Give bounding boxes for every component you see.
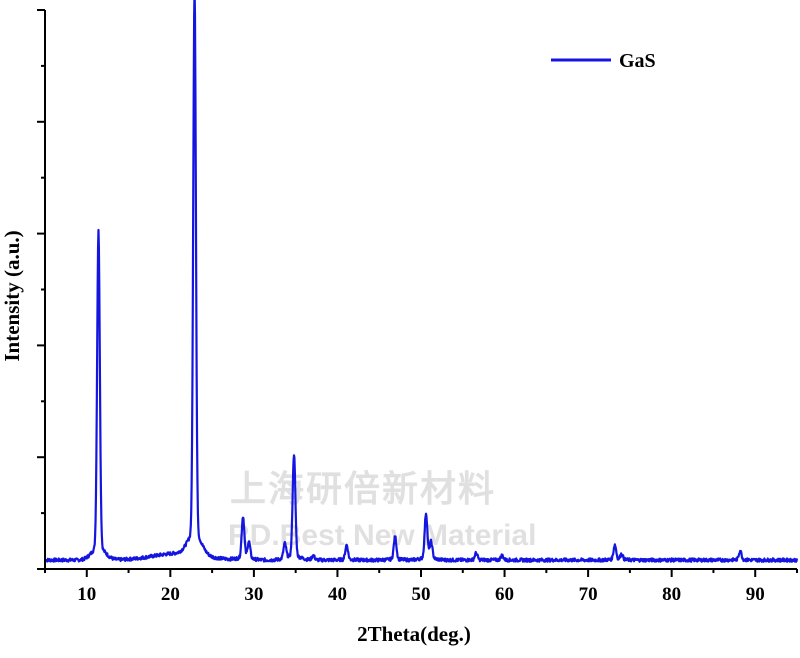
y-ticks bbox=[37, 9, 45, 570]
x-tick-label: 10 bbox=[77, 584, 96, 605]
x-axis-title: 2Theta(deg.) bbox=[357, 622, 471, 646]
x-tick-label: 70 bbox=[579, 584, 598, 605]
x-tick-label: 20 bbox=[161, 584, 180, 605]
watermark-cn: 上海研倍新材料 bbox=[230, 469, 496, 510]
x-tick-label: 40 bbox=[328, 584, 347, 605]
x-tick-label: 80 bbox=[662, 584, 681, 605]
legend: GaS bbox=[551, 50, 656, 72]
watermark-en: RD.Best New Material bbox=[228, 519, 536, 552]
y-axis-title: Intensity (a.u.) bbox=[0, 230, 24, 361]
x-tick-label: 60 bbox=[495, 584, 514, 605]
watermark: 上海研倍新材料 RD.Best New Material bbox=[228, 469, 536, 552]
legend-label-gas: GaS bbox=[619, 50, 656, 72]
plot-area bbox=[44, 0, 799, 563]
x-tick-label: 50 bbox=[412, 584, 431, 605]
x-tick-label: 90 bbox=[746, 584, 765, 605]
x-ticks: 10 20 30 40 50 60 70 80 90 bbox=[44, 569, 798, 605]
series-line-gas bbox=[44, 0, 799, 563]
x-tick-label: 30 bbox=[244, 584, 263, 605]
